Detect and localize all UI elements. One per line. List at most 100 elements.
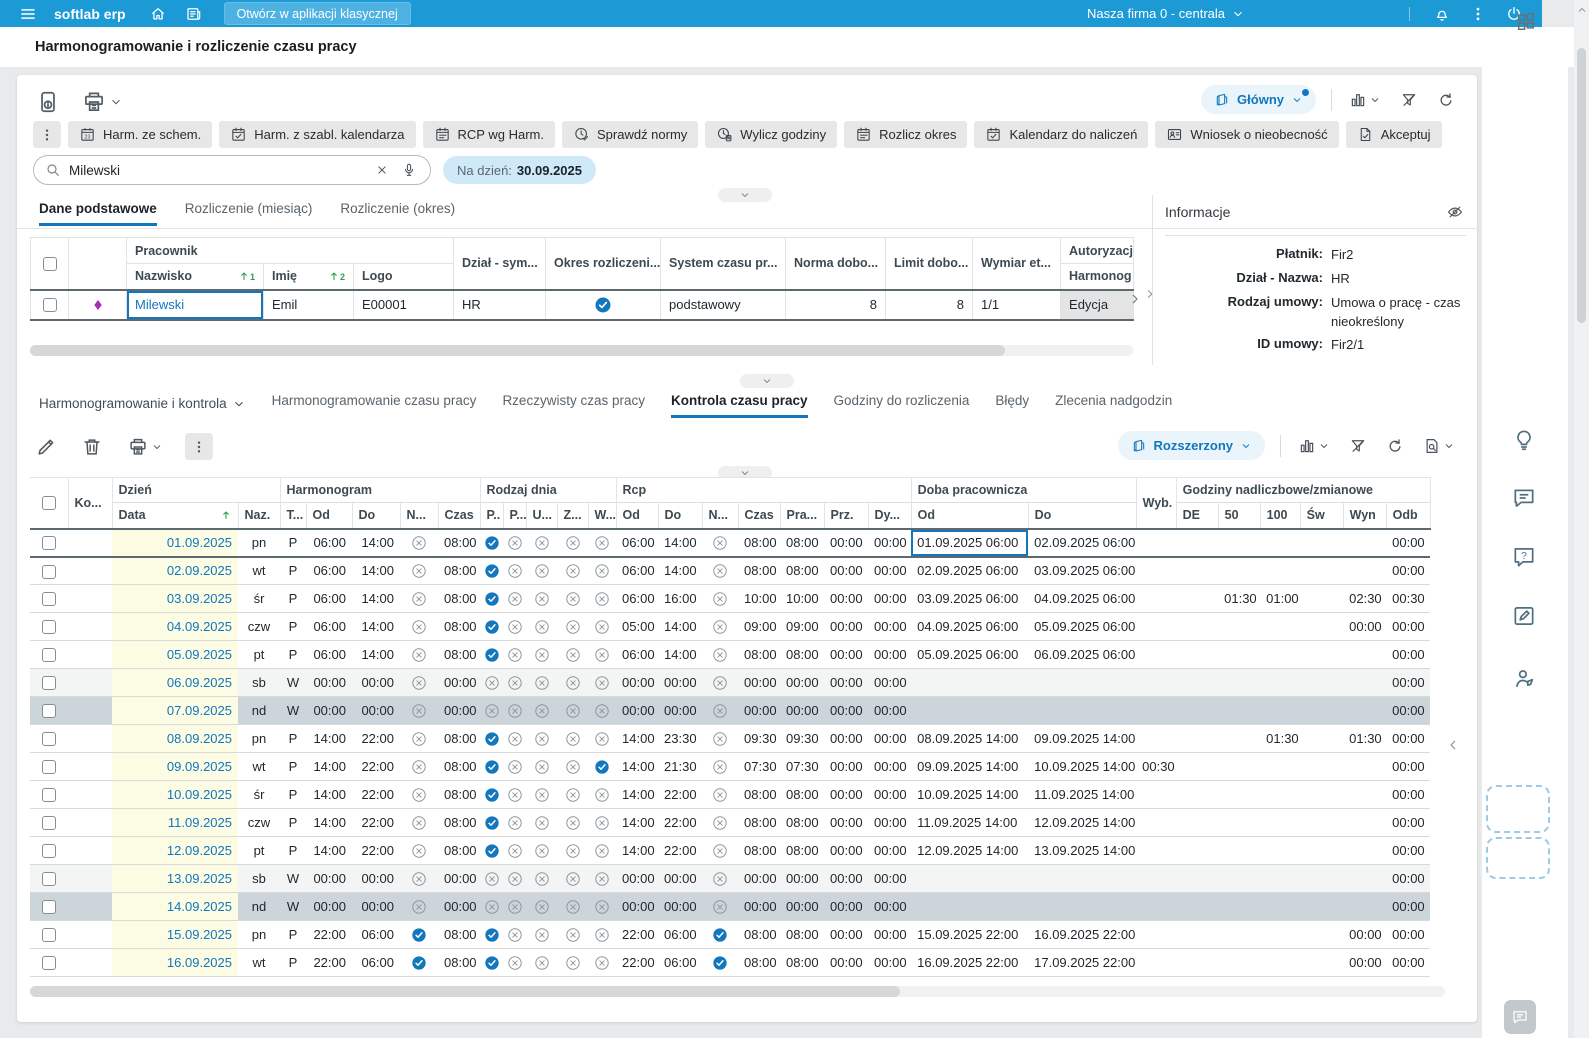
cell-rodzaj-p1[interactable] [480,865,503,893]
cell-de[interactable] [1176,557,1218,585]
cell-ko[interactable] [68,753,112,781]
cell-dy[interactable]: 00:00 [868,809,911,837]
cell-harm-night[interactable] [400,557,438,585]
cell-rcp-od[interactable]: 14:00 [616,725,658,753]
cell-dy[interactable]: 00:00 [868,893,911,921]
cell-rcp-do[interactable]: 00:00 [658,893,702,921]
window-vertical-scrollbar[interactable] [1574,0,1589,1038]
cell-rodzaj-p2[interactable] [503,753,526,781]
cell-day-type[interactable]: P [280,921,306,949]
cell-sw[interactable] [1300,641,1343,669]
schedule-row[interactable]: 10.09.2025śrP14:0022:0008:0014:0022:0008… [30,781,1430,809]
cell-day-type[interactable]: W [280,697,306,725]
cell-date[interactable]: 14.09.2025 [112,893,238,921]
cell-50[interactable] [1218,557,1260,585]
cell-rodzaj-p1[interactable] [480,837,503,865]
cell-dy[interactable]: 00:00 [868,865,911,893]
cell-odb[interactable]: 00:00 [1386,697,1430,725]
col-harm-czas[interactable]: Czas [438,503,480,529]
cell-harm-od[interactable]: 14:00 [306,809,352,837]
cell-wyb[interactable] [1136,725,1176,753]
cell-harm-night[interactable] [400,921,438,949]
cell-ko[interactable] [68,809,112,837]
cell-day-name[interactable]: nd [238,697,280,725]
col-pra[interactable]: Pra... [780,503,824,529]
cell-rcp-night[interactable] [702,865,738,893]
widget-launcher-icon[interactable] [1504,1000,1536,1034]
cell-100[interactable] [1260,529,1300,557]
cell-rcp-night[interactable] [702,781,738,809]
col-prz[interactable]: Prz. [824,503,868,529]
cell-rodzaj-z[interactable] [557,949,588,977]
cell-harm-czas[interactable]: 08:00 [438,837,480,865]
cell-doba-od[interactable]: 10.09.2025 14:00 [911,781,1028,809]
cell-rodzaj-z[interactable] [557,529,588,557]
cell-50[interactable] [1218,781,1260,809]
cell-wyb[interactable] [1136,865,1176,893]
cell-rcp-czas[interactable]: 00:00 [738,893,780,921]
col-doba-do[interactable]: Do [1028,503,1136,529]
cell-harm-czas[interactable]: 08:00 [438,557,480,585]
cell-rodzaj-p1[interactable] [480,557,503,585]
cell-rcp-do[interactable]: 06:00 [658,921,702,949]
cell-50[interactable] [1218,613,1260,641]
schedule-row[interactable]: 03.09.2025śrP06:0014:0008:0006:0016:0010… [30,585,1430,613]
schedule-row[interactable]: 05.09.2025ptP06:0014:0008:0006:0014:0008… [30,641,1430,669]
col-data[interactable]: Data [112,503,238,529]
home-icon[interactable] [140,0,176,27]
view-selector-glowny[interactable]: Główny [1201,85,1316,114]
row-select-checkbox[interactable] [30,949,68,977]
cell-doba-do[interactable]: 16.09.2025 22:00 [1028,921,1136,949]
cell-ko[interactable] [68,557,112,585]
cell-doba-od[interactable]: 08.09.2025 14:00 [911,725,1028,753]
cell-day-name[interactable]: sb [238,669,280,697]
cell-dy[interactable]: 00:00 [868,837,911,865]
cell-rcp-czas[interactable]: 00:00 [738,865,780,893]
cell-rodzaj-u[interactable] [526,949,557,977]
tab-kontrola-czasu-pracy[interactable]: Kontrola czasu pracy [671,393,808,418]
cell-sw[interactable] [1300,865,1343,893]
cell-doba-od[interactable]: 11.09.2025 14:00 [911,809,1028,837]
cell-rodzaj-p2[interactable] [503,949,526,977]
cell-harm-od[interactable]: 06:00 [306,529,352,557]
cell-de[interactable] [1176,725,1218,753]
cell-rodzaj-z[interactable] [557,669,588,697]
cell-prz[interactable]: 00:00 [824,837,868,865]
cell-rodzaj-z[interactable] [557,809,588,837]
cell-odb[interactable]: 00:00 [1386,669,1430,697]
col-de[interactable]: DE [1176,503,1218,529]
cell-harm-od[interactable]: 06:00 [306,613,352,641]
cell-prz[interactable]: 00:00 [824,557,868,585]
cell-day-name[interactable]: pn [238,725,280,753]
cell-rodzaj-p2[interactable] [503,725,526,753]
cell-ko[interactable] [68,781,112,809]
col-100[interactable]: 100 [1260,503,1300,529]
cell-day-name[interactable]: sb [238,865,280,893]
hint-lightbulb-icon[interactable] [1511,427,1537,453]
cell-wyn[interactable] [1343,697,1386,725]
cell-day-name[interactable]: pt [238,837,280,865]
cell-doba-od[interactable] [911,865,1028,893]
layout-grid-icon[interactable] [1515,10,1537,32]
cell-prz[interactable]: 00:00 [824,753,868,781]
cell-rodzaj-w[interactable] [588,893,616,921]
cell-rodzaj-u[interactable] [526,921,557,949]
cell-de[interactable] [1176,613,1218,641]
cell-day-name[interactable]: nd [238,893,280,921]
news-icon[interactable] [176,0,212,27]
col-dzial[interactable]: Dział - sym... [454,238,546,290]
cell-rcp-do[interactable]: 22:00 [658,809,702,837]
col-rcp-noc[interactable]: N... [702,503,738,529]
cell-day-name[interactable]: wt [238,753,280,781]
cell-rcp-czas[interactable]: 00:00 [738,697,780,725]
row-select-checkbox[interactable] [30,753,68,781]
rcp-wg-harm-button[interactable]: RCP wg Harm. [423,121,555,148]
cell-rodzaj-p2[interactable] [503,893,526,921]
cell-100[interactable] [1260,781,1300,809]
cell-dy[interactable]: 00:00 [868,613,911,641]
cell-50[interactable] [1218,669,1260,697]
cell-rcp-do[interactable]: 14:00 [658,641,702,669]
cell-rodzaj-p1[interactable] [480,641,503,669]
cell-dy[interactable]: 00:00 [868,921,911,949]
cell-50[interactable]: 01:30 [1218,585,1260,613]
